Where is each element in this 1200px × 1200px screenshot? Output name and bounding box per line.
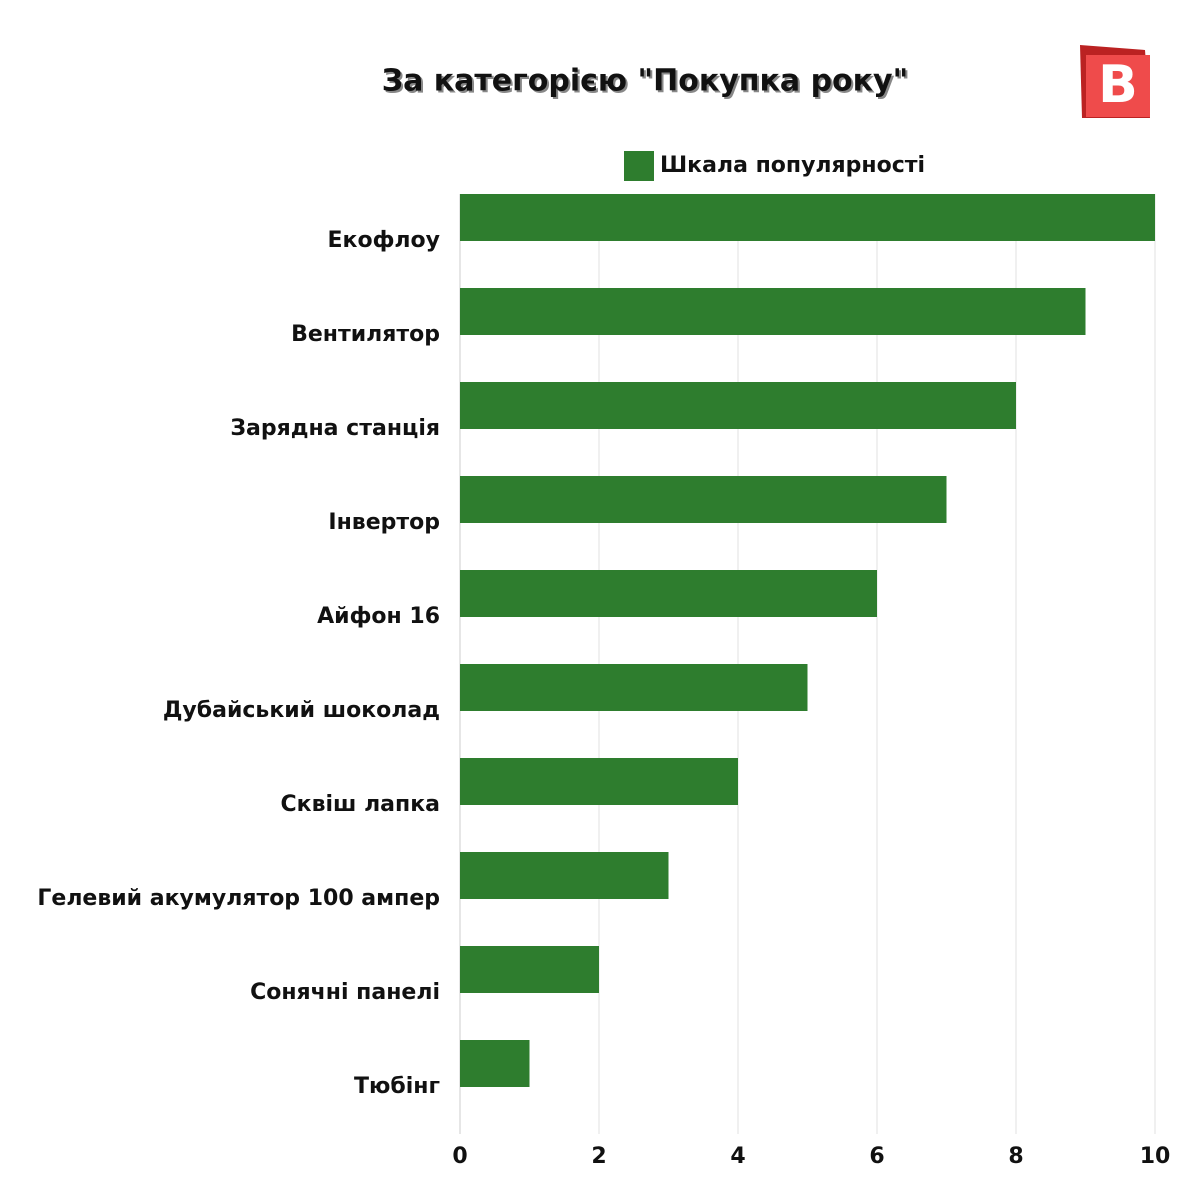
- y-tick-label: Гелевий акумулятор 100 ампер: [37, 886, 440, 911]
- bar: [460, 946, 599, 993]
- chart-title: За категорією "Покупка року": [382, 64, 908, 99]
- legend-label: Шкала популярності: [660, 153, 925, 178]
- bar: [460, 852, 669, 899]
- x-tick-label: 2: [591, 1144, 606, 1169]
- legend-swatch: [624, 151, 654, 181]
- bar: [460, 476, 947, 523]
- y-tick-label: Дубайський шоколад: [163, 698, 440, 723]
- y-tick-label: Айфон 16: [317, 604, 440, 629]
- bar: [460, 382, 1016, 429]
- bar: [460, 570, 877, 617]
- x-tick-label: 6: [869, 1144, 884, 1169]
- bar: [460, 288, 1086, 335]
- y-tick-label: Зарядна станція: [230, 416, 440, 441]
- x-tick-label: 0: [452, 1144, 467, 1169]
- y-tick-label: Екофлоу: [328, 228, 440, 253]
- y-tick-label: Тюбінг: [354, 1074, 440, 1099]
- bar: [460, 758, 738, 805]
- x-tick-label: 8: [1008, 1144, 1023, 1169]
- y-tick-label: Інвертор: [328, 510, 440, 535]
- chart-title-shadow: За категорією "Покупка року": [384, 66, 910, 101]
- bar: [460, 194, 1155, 241]
- logo: B: [1080, 45, 1150, 118]
- bar: [460, 664, 808, 711]
- bar: [460, 1040, 530, 1087]
- logo-box: [1086, 55, 1150, 117]
- logo-letter: B: [1098, 55, 1138, 115]
- y-tick-label: Сквіш лапка: [281, 792, 441, 817]
- y-tick-label: Вентилятор: [291, 322, 440, 347]
- x-tick-label: 10: [1140, 1144, 1171, 1169]
- x-tick-label: 4: [730, 1144, 745, 1169]
- y-tick-label: Сонячні панелі: [250, 980, 440, 1005]
